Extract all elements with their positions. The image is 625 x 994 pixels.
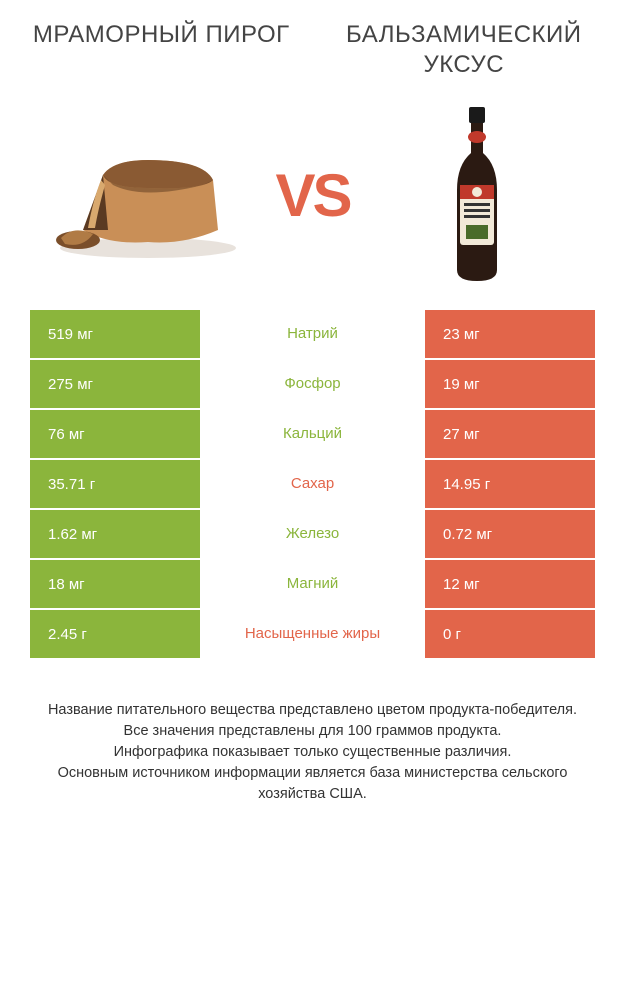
balsamic-bottle-icon bbox=[442, 105, 512, 285]
value-left: 275 мг bbox=[30, 360, 200, 408]
product-image-left bbox=[30, 110, 265, 280]
value-right: 27 мг bbox=[425, 410, 595, 458]
value-left: 519 мг bbox=[30, 310, 200, 358]
value-left: 1.62 мг bbox=[30, 510, 200, 558]
table-row: 275 мгФосфор19 мг bbox=[30, 360, 595, 410]
nutrient-label: Фосфор bbox=[200, 360, 425, 408]
comparison-table: 519 мгНатрий23 мг275 мгФосфор19 мг76 мгК… bbox=[0, 310, 625, 660]
value-right: 23 мг bbox=[425, 310, 595, 358]
title-left: МРАМОРНЫЙ ПИРОГ bbox=[10, 20, 313, 80]
table-row: 2.45 гНасыщенные жиры0 г bbox=[30, 610, 595, 660]
value-right: 0.72 мг bbox=[425, 510, 595, 558]
value-right: 19 мг bbox=[425, 360, 595, 408]
table-row: 1.62 мгЖелезо0.72 мг bbox=[30, 510, 595, 560]
nutrient-label: Кальций bbox=[200, 410, 425, 458]
nutrient-label: Магний bbox=[200, 560, 425, 608]
value-right: 0 г bbox=[425, 610, 595, 658]
value-right: 12 мг bbox=[425, 560, 595, 608]
value-left: 76 мг bbox=[30, 410, 200, 458]
titles-row: МРАМОРНЫЙ ПИРОГ БАЛЬЗАМИЧЕСКИЙ УКСУС bbox=[0, 0, 625, 90]
footnote-line: Название питательного вещества представл… bbox=[30, 700, 595, 721]
title-right: БАЛЬЗАМИЧЕСКИЙ УКСУС bbox=[313, 20, 616, 80]
vs-label: VS bbox=[265, 161, 359, 230]
value-left: 35.71 г bbox=[30, 460, 200, 508]
footnote: Название питательного вещества представл… bbox=[0, 660, 625, 805]
marble-cake-icon bbox=[53, 130, 243, 260]
footnote-line: Все значения представлены для 100 граммо… bbox=[30, 721, 595, 742]
value-left: 18 мг bbox=[30, 560, 200, 608]
nutrient-label: Натрий bbox=[200, 310, 425, 358]
nutrient-label: Насыщенные жиры bbox=[200, 610, 425, 658]
table-row: 18 мгМагний12 мг bbox=[30, 560, 595, 610]
nutrient-label: Железо bbox=[200, 510, 425, 558]
table-row: 76 мгКальций27 мг bbox=[30, 410, 595, 460]
footnote-line: Основным источником информации является … bbox=[30, 763, 595, 805]
footnote-line: Инфографика показывает только существенн… bbox=[30, 742, 595, 763]
hero-row: VS bbox=[0, 90, 625, 310]
product-image-right bbox=[360, 110, 595, 280]
table-row: 519 мгНатрий23 мг bbox=[30, 310, 595, 360]
table-row: 35.71 гСахар14.95 г bbox=[30, 460, 595, 510]
value-right: 14.95 г bbox=[425, 460, 595, 508]
nutrient-label: Сахар bbox=[200, 460, 425, 508]
value-left: 2.45 г bbox=[30, 610, 200, 658]
